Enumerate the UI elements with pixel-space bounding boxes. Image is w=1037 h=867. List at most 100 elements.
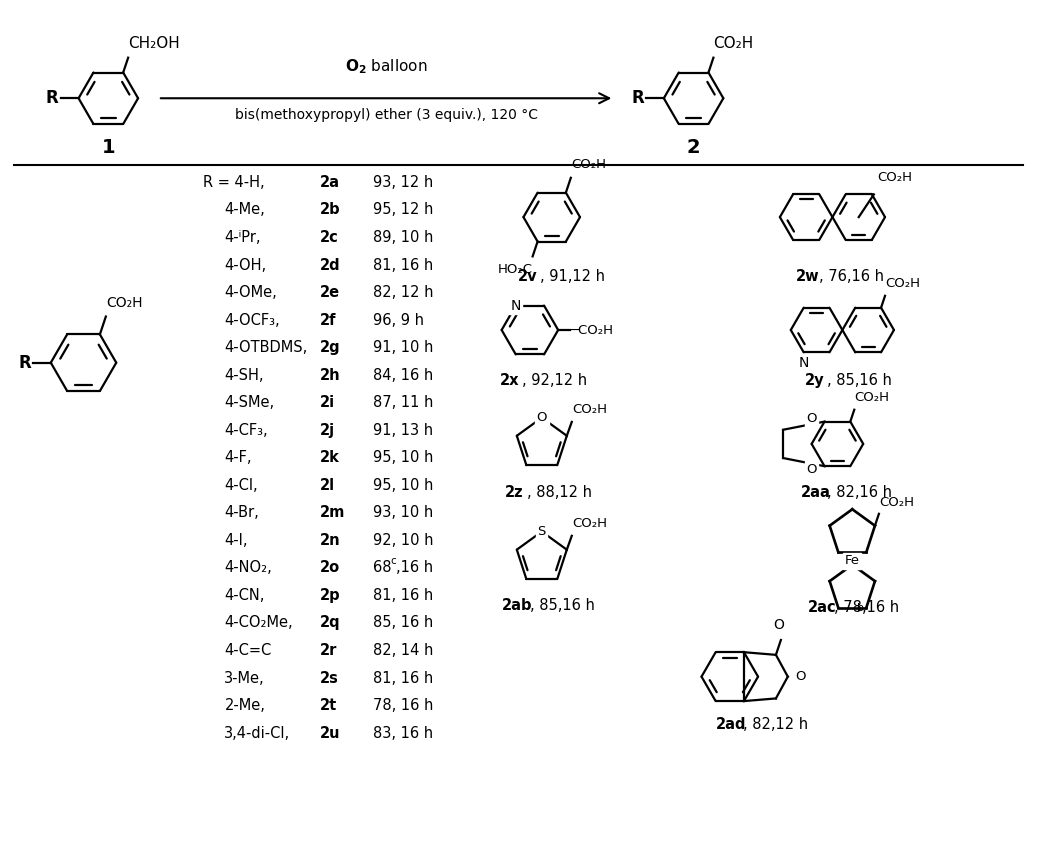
- Text: 4-OH,: 4-OH,: [224, 257, 267, 272]
- Text: 2f: 2f: [319, 313, 336, 328]
- Text: 4-CO₂Me,: 4-CO₂Me,: [224, 616, 293, 630]
- Text: , 82,16 h: , 82,16 h: [828, 485, 893, 499]
- Text: R: R: [632, 89, 644, 108]
- Text: 2w: 2w: [795, 269, 819, 284]
- Text: O: O: [794, 670, 806, 683]
- Text: , 78: , 78: [835, 600, 863, 616]
- Text: 2x: 2x: [500, 373, 520, 388]
- Text: 2g: 2g: [319, 340, 340, 355]
- Text: 2aa: 2aa: [801, 485, 831, 499]
- Text: 4-Me,: 4-Me,: [224, 203, 265, 218]
- Text: 92, 10 h: 92, 10 h: [373, 533, 433, 548]
- Text: 95, 10 h: 95, 10 h: [373, 450, 433, 466]
- Text: , 91,12 h: , 91,12 h: [540, 269, 605, 284]
- Text: 95, 10 h: 95, 10 h: [373, 478, 433, 492]
- Text: CO₂H: CO₂H: [885, 277, 920, 290]
- Text: 82, 12 h: 82, 12 h: [373, 285, 433, 300]
- Text: 4-OMe,: 4-OMe,: [224, 285, 277, 300]
- Text: 4-C=C: 4-C=C: [224, 643, 272, 658]
- Text: , 85,16 h: , 85,16 h: [828, 373, 893, 388]
- Text: 2y: 2y: [805, 373, 824, 388]
- Text: 2p: 2p: [319, 588, 340, 603]
- Text: 4-OCF₃,: 4-OCF₃,: [224, 313, 280, 328]
- Text: O: O: [807, 412, 817, 425]
- Text: O: O: [807, 463, 817, 476]
- Text: 2c: 2c: [319, 230, 338, 245]
- Text: 2n: 2n: [319, 533, 340, 548]
- Text: N: N: [510, 298, 521, 313]
- Text: 91, 13 h: 91, 13 h: [373, 423, 433, 438]
- Text: R: R: [46, 89, 59, 108]
- Text: 3-Me,: 3-Me,: [224, 670, 265, 686]
- Text: HO₂C: HO₂C: [498, 264, 533, 277]
- Text: 68: 68: [373, 560, 392, 576]
- Text: 2ac: 2ac: [808, 600, 836, 616]
- Text: 2s: 2s: [319, 670, 338, 686]
- Text: 2v: 2v: [518, 269, 537, 284]
- Text: CO₂H: CO₂H: [571, 403, 607, 416]
- Text: N: N: [798, 356, 809, 370]
- Text: 93, 12 h: 93, 12 h: [373, 175, 433, 190]
- Text: 91, 10 h: 91, 10 h: [373, 340, 433, 355]
- Text: 4-OTBDMS,: 4-OTBDMS,: [224, 340, 308, 355]
- Text: 2r: 2r: [319, 643, 337, 658]
- Text: 3,4-di-Cl,: 3,4-di-Cl,: [224, 726, 290, 740]
- Text: CO₂H: CO₂H: [877, 172, 912, 185]
- Text: ,16 h: ,16 h: [396, 560, 433, 576]
- Text: 81, 16 h: 81, 16 h: [373, 257, 433, 272]
- Text: 2d: 2d: [319, 257, 340, 272]
- Text: 4-F,: 4-F,: [224, 450, 252, 466]
- Text: O: O: [536, 411, 548, 424]
- Text: 81, 16 h: 81, 16 h: [373, 588, 433, 603]
- Text: 2b: 2b: [319, 203, 340, 218]
- Text: 2q: 2q: [319, 616, 340, 630]
- Text: 2a: 2a: [319, 175, 339, 190]
- Text: , 76,16 h: , 76,16 h: [818, 269, 884, 284]
- Text: R = 4-H,: R = 4-H,: [202, 175, 264, 190]
- Text: CO₂H: CO₂H: [854, 391, 890, 404]
- Text: 2m: 2m: [319, 505, 345, 520]
- Text: 2ab: 2ab: [502, 598, 533, 613]
- Text: 4-Br,: 4-Br,: [224, 505, 259, 520]
- Text: 93, 10 h: 93, 10 h: [373, 505, 433, 520]
- Text: 2e: 2e: [319, 285, 340, 300]
- Text: 4-CN,: 4-CN,: [224, 588, 264, 603]
- Text: 96, 9 h: 96, 9 h: [373, 313, 424, 328]
- Text: 2i: 2i: [319, 395, 335, 410]
- Text: 4-CF₃,: 4-CF₃,: [224, 423, 268, 438]
- Text: CH₂OH: CH₂OH: [129, 36, 179, 51]
- Text: CO₂H: CO₂H: [570, 158, 606, 171]
- Text: b: b: [858, 603, 864, 613]
- Text: 4-NO₂,: 4-NO₂,: [224, 560, 272, 576]
- Text: 2o: 2o: [319, 560, 340, 576]
- Text: 2t: 2t: [319, 698, 337, 713]
- Text: 4-SMe,: 4-SMe,: [224, 395, 275, 410]
- Text: 83, 16 h: 83, 16 h: [373, 726, 433, 740]
- Text: 2h: 2h: [319, 368, 340, 382]
- Text: 82, 14 h: 82, 14 h: [373, 643, 433, 658]
- Text: CO₂H: CO₂H: [106, 296, 142, 310]
- Text: 81, 16 h: 81, 16 h: [373, 670, 433, 686]
- Text: 4-SH,: 4-SH,: [224, 368, 263, 382]
- Text: 2ad: 2ad: [716, 717, 746, 733]
- Text: CO₂H: CO₂H: [571, 517, 607, 530]
- Text: 2k: 2k: [319, 450, 339, 466]
- Text: O: O: [774, 618, 784, 632]
- Text: 1: 1: [102, 138, 115, 157]
- Text: $\mathbf{O_2}$ balloon: $\mathbf{O_2}$ balloon: [345, 58, 427, 76]
- Text: Fe: Fe: [845, 554, 860, 567]
- Text: 84, 16 h: 84, 16 h: [373, 368, 433, 382]
- Text: 95, 12 h: 95, 12 h: [373, 203, 433, 218]
- Text: c: c: [391, 556, 396, 566]
- Text: 4-ⁱPr,: 4-ⁱPr,: [224, 230, 261, 245]
- Text: 4-I,: 4-I,: [224, 533, 248, 548]
- Text: 2j: 2j: [319, 423, 335, 438]
- Text: CO₂H: CO₂H: [713, 36, 754, 51]
- Text: S: S: [537, 525, 546, 538]
- Text: , 88,12 h: , 88,12 h: [527, 485, 592, 499]
- Text: 2: 2: [686, 138, 700, 157]
- Text: 2l: 2l: [319, 478, 335, 492]
- Text: 78, 16 h: 78, 16 h: [373, 698, 433, 713]
- Text: ,16 h: ,16 h: [862, 600, 899, 616]
- Text: CO₂H: CO₂H: [879, 496, 914, 509]
